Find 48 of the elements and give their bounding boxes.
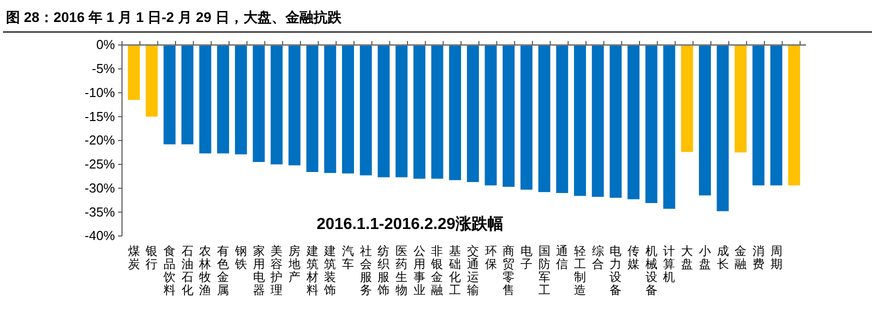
x-tick-label: 商贸零售 xyxy=(502,244,515,297)
x-tick-label: 大盘 xyxy=(681,244,694,271)
x-tick-label: 国防军工 xyxy=(538,244,550,297)
y-tick-label: -15% xyxy=(84,108,116,124)
x-tick-label: 建筑材料 xyxy=(305,244,318,297)
x-tick-label: 消费 xyxy=(752,244,764,271)
x-tick-label: 纺织服饰 xyxy=(376,244,390,297)
x-tick-label: 基础化工 xyxy=(448,244,462,297)
y-tick-label: -20% xyxy=(84,132,116,148)
x-tick-label: 成长 xyxy=(716,244,729,271)
x-tick-label: 煤炭 xyxy=(128,244,140,271)
x-tick-label: 电子 xyxy=(520,244,532,271)
chart-title: 图 28：2016 年 1 月 1 日-2 月 29 日，大盘、金融抗跌 xyxy=(6,9,342,25)
x-tick-label: 公用事业 xyxy=(413,244,426,297)
x-tick-label: 房地产 xyxy=(287,244,300,284)
x-tick-label: 钢铁 xyxy=(234,244,247,271)
x-tick-label: 通信 xyxy=(556,244,568,271)
x-tick-label: 医药生物 xyxy=(396,244,408,297)
x-tick-label: 家用电器 xyxy=(252,244,265,297)
y-tick-label: -5% xyxy=(92,61,116,76)
x-tick-label: 综合 xyxy=(592,244,604,271)
x-tick-label: 有色金属 xyxy=(217,244,230,297)
y-tick-label: -10% xyxy=(84,84,116,100)
x-tick-label: 周期 xyxy=(770,244,782,271)
y-tick-label: -35% xyxy=(84,204,116,220)
x-tick-label: 非银金融 xyxy=(430,244,444,297)
x-tick-label: 金融 xyxy=(734,244,747,271)
y-tick-label: -40% xyxy=(84,228,116,244)
x-tick-label: 小盘 xyxy=(698,244,711,271)
x-tick-label: 交通运输 xyxy=(466,244,479,297)
y-tick-label: -30% xyxy=(84,180,116,196)
x-tick-label: 汽车 xyxy=(342,244,354,271)
x-tick-label: 美容护理 xyxy=(270,244,283,297)
y-tick-label: -25% xyxy=(84,156,116,172)
x-tick-label: 银行 xyxy=(144,244,158,271)
x-tick-label: 电力设备 xyxy=(610,244,622,297)
x-tick-label: 传媒 xyxy=(628,244,640,271)
x-tick-label: 机械设备 xyxy=(645,244,658,297)
x-tick-label: 环保 xyxy=(484,244,497,271)
x-tick-label: 石油石化 xyxy=(181,244,194,297)
x-tick-label: 食品饮料 xyxy=(162,244,176,297)
x-tick-label: 建筑装饰 xyxy=(323,244,336,297)
annotation: 2016.1.1-2016.2.29涨跌幅 xyxy=(316,215,504,233)
y-tick-label: 0% xyxy=(96,37,116,52)
x-tick-label: 计算机 xyxy=(663,244,676,284)
x-tick-label: 农林牧渔 xyxy=(198,244,212,297)
x-tick-label: 轻工制造 xyxy=(574,244,586,297)
x-tick-label: 社会服务 xyxy=(360,244,372,297)
